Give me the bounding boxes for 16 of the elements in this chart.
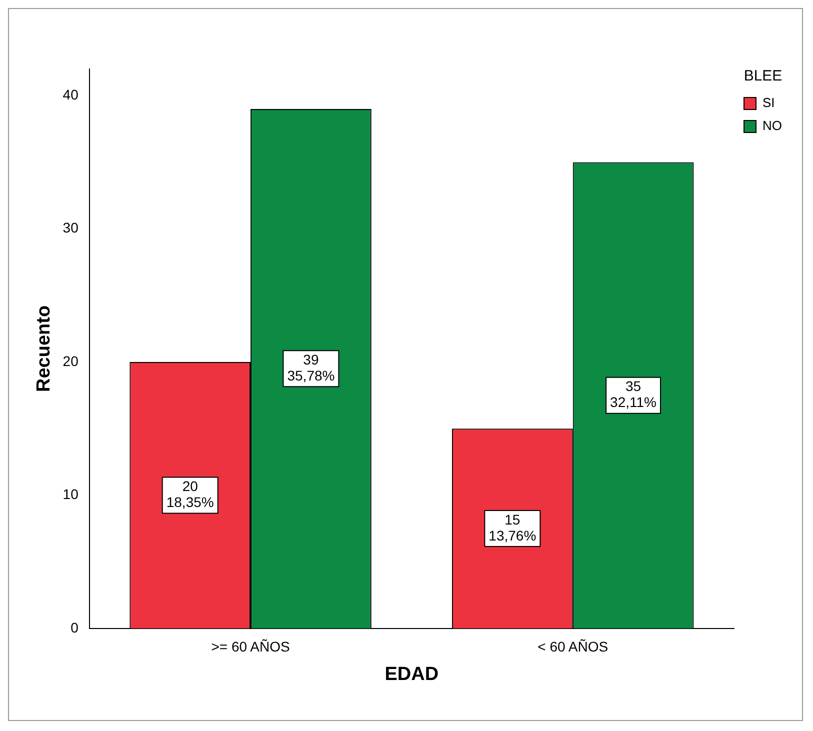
legend-label: NO: [762, 118, 782, 134]
y-tick-label: 20: [62, 352, 79, 369]
x-tick-label: >= 60 AÑOS: [211, 638, 290, 655]
data-label: 35 32,11%: [610, 378, 657, 410]
data-label: 20 18,35%: [166, 478, 214, 510]
x-tick-label: < 60 AÑOS: [538, 638, 608, 655]
data-label: 39 35,78%: [287, 352, 335, 384]
legend-title: BLEE: [744, 68, 782, 85]
data-label: 15 13,76%: [488, 511, 536, 544]
y-tick-label: 30: [62, 220, 79, 236]
y-tick-label: 0: [70, 619, 79, 636]
y-tick-label: 40: [62, 86, 79, 102]
legend-label: SI: [762, 95, 775, 110]
x-axis-title: EDAD: [384, 664, 439, 685]
y-axis-title: Recuento: [34, 305, 55, 392]
y-tick-label: 10: [62, 486, 79, 502]
